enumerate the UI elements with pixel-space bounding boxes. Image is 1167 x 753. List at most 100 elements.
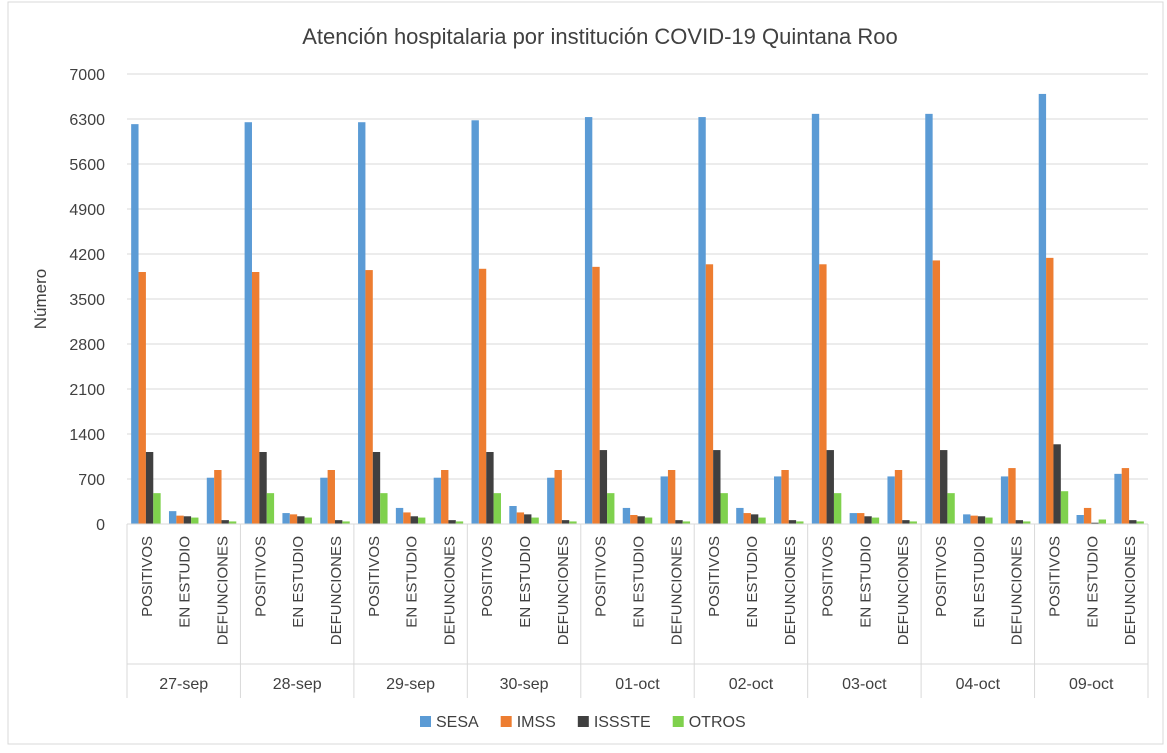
bar [183, 516, 192, 524]
bar [266, 493, 275, 524]
bar [833, 493, 842, 524]
bar [970, 515, 978, 524]
bar [630, 515, 638, 524]
y-tick-label: 4900 [69, 202, 105, 219]
bar [304, 517, 312, 524]
bar [985, 517, 993, 524]
x-tick-label: EN ESTUDIO [631, 536, 648, 628]
bar [644, 517, 653, 524]
bar [433, 477, 442, 524]
bar [713, 450, 721, 524]
bar [297, 516, 305, 524]
legend-swatch [500, 716, 512, 727]
bar [871, 517, 880, 524]
bar [1060, 491, 1069, 524]
group-label: 01-oct [615, 676, 660, 693]
y-tick-label: 2100 [69, 382, 105, 399]
bar [380, 493, 388, 524]
bar [1008, 468, 1016, 524]
y-tick-label: 4200 [69, 247, 105, 264]
y-tick-label: 6300 [69, 112, 105, 129]
bar [145, 452, 154, 524]
x-tick-label: EN ESTUDIO [971, 536, 988, 628]
y-tick-label: 1400 [69, 427, 105, 444]
x-tick-label: EN ESTUDIO [744, 536, 761, 628]
bar [221, 520, 229, 524]
bar [251, 272, 260, 524]
bar [1121, 468, 1130, 524]
x-tick-label: POSITIVOS [1046, 536, 1063, 617]
bar [1129, 520, 1137, 524]
bar [244, 122, 252, 524]
legend-label: OTROS [689, 714, 746, 731]
group-label: 04-oct [956, 676, 1001, 693]
bar [524, 514, 532, 524]
bar [1098, 519, 1107, 524]
bar [592, 266, 600, 524]
x-tick-label: POSITIVOS [820, 536, 837, 617]
bar [796, 521, 804, 524]
x-tick-label: DEFUNCIONES [1122, 536, 1139, 645]
bar [1136, 521, 1144, 524]
bar [403, 512, 411, 524]
bar [228, 521, 237, 524]
y-tick-label: 700 [78, 472, 105, 489]
y-tick-label: 3500 [69, 292, 105, 309]
bar [509, 506, 517, 524]
y-tick-label: 2800 [69, 337, 105, 354]
bar [774, 476, 782, 524]
bar [455, 521, 464, 524]
legend-label: ISSSTE [594, 714, 651, 731]
group-label: 09-oct [1069, 676, 1114, 693]
bar [788, 520, 797, 524]
x-tick-label: EN ESTUDIO [177, 536, 194, 628]
bar [471, 120, 479, 525]
bar [736, 507, 744, 524]
bar [584, 117, 593, 525]
bar [864, 516, 872, 524]
bar [705, 264, 714, 524]
bar [191, 517, 199, 524]
bar [131, 124, 139, 525]
bar [902, 520, 910, 524]
x-tick-label: DEFUNCIONES [782, 536, 799, 645]
bar [531, 517, 539, 524]
bar [607, 493, 615, 524]
bar [168, 511, 177, 524]
bar [395, 507, 404, 524]
group-label: 29-sep [386, 676, 435, 693]
bar [826, 450, 834, 524]
bar [372, 452, 381, 524]
bar [660, 476, 668, 524]
bar [554, 470, 562, 524]
y-tick-label: 0 [96, 517, 105, 534]
bar [819, 264, 827, 524]
chart-title: Atención hospitalaria por institución CO… [302, 24, 898, 49]
bar [320, 477, 328, 524]
bar [811, 113, 820, 524]
bar [758, 517, 766, 524]
bar [561, 520, 570, 524]
bar [441, 470, 449, 524]
bar [289, 514, 298, 524]
legend-swatch [672, 716, 684, 727]
x-tick-label: EN ESTUDIO [1084, 536, 1101, 628]
bar [282, 513, 290, 524]
bar [478, 268, 487, 524]
bar [1015, 520, 1024, 524]
bar [1091, 522, 1099, 524]
bar [342, 521, 350, 524]
bar [206, 477, 215, 524]
bar [547, 477, 555, 524]
bar [698, 117, 706, 525]
bar [365, 270, 373, 524]
bar [932, 260, 941, 524]
bar [1046, 257, 1054, 524]
bar [1076, 515, 1084, 524]
bar [493, 493, 501, 524]
bar [682, 521, 691, 524]
x-tick-label: EN ESTUDIO [517, 536, 534, 628]
bar [781, 470, 789, 524]
x-tick-label: EN ESTUDIO [290, 536, 307, 628]
